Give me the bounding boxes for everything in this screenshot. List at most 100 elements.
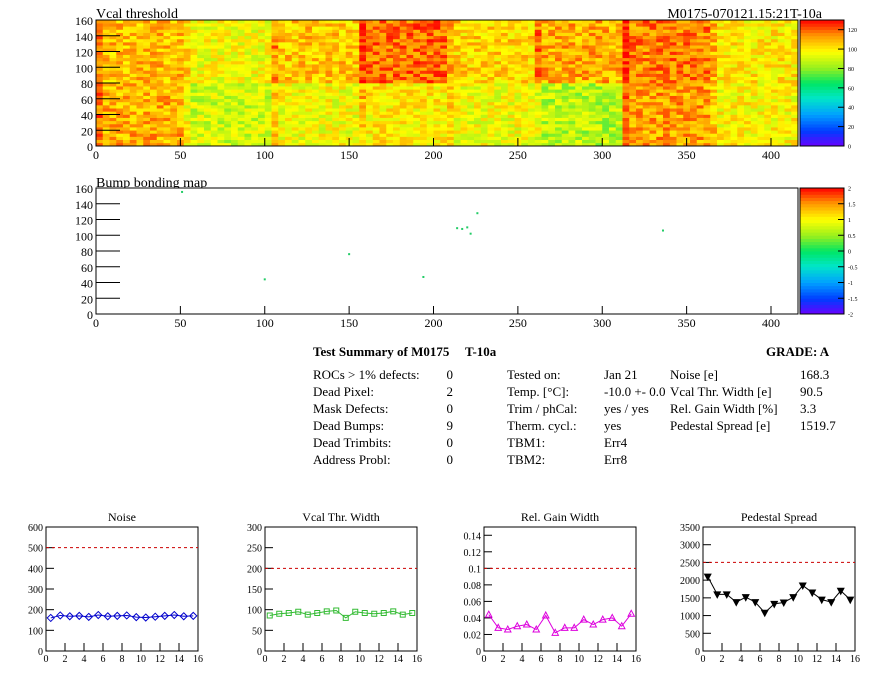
heatmap-cell [642,101,650,106]
heatmap-cell [703,120,711,125]
heatmap-cell [487,136,495,140]
heatmap-cell [156,32,164,37]
heatmap-cell [318,120,326,125]
heatmap-cell [170,26,178,30]
heatmap-cell [575,117,583,122]
colorbar-cell [800,114,844,119]
heatmap-cell [447,123,455,128]
heatmap-cell [102,111,110,115]
heatmap-cell [548,57,556,62]
heatmap-cell [710,98,718,103]
heatmap-cell [258,92,266,96]
heatmap-cell [332,26,340,30]
heatmap-cell [723,42,731,46]
heatmap-cell [791,139,799,144]
heatmap-cell [764,32,772,37]
heatmap-cell [501,127,509,131]
heatmap-cell [298,38,306,43]
heatmap-cell [116,38,124,43]
heatmap-cell [224,98,232,103]
heatmap-cell [703,42,711,46]
heatmap-cell [359,70,367,74]
colorbar-cell [800,20,844,24]
heatmap-cell [285,51,293,55]
heatmap-cell [609,42,617,46]
heatmap-cell [757,123,765,128]
heatmap-cell [359,57,367,62]
colorbar-cell [800,257,844,261]
heatmap-cell [102,51,110,55]
heatmap-cell [210,89,218,93]
heatmap-cell [447,38,455,43]
heatmap-cell [663,133,671,137]
heatmap-cell [514,117,522,122]
heatmap-cell [217,123,225,128]
heatmap-cell [663,67,671,71]
heatmap-cell [237,86,245,90]
heatmap-cell [116,105,124,109]
heatmap-cell [217,76,225,81]
heatmap-cell [696,114,704,118]
heatmap-cell [406,45,414,49]
heatmap-cell [588,83,596,87]
heatmap-cell [447,92,455,96]
heatmap-cell [366,142,374,147]
heatmap-cell [224,120,232,125]
heatmap-cell [291,123,299,128]
heatmap-cell [501,57,509,62]
heatmap-cell [393,98,401,103]
heatmap-cell [548,105,556,109]
heatmap-cell [575,45,583,49]
heatmap-cell [143,67,151,71]
heatmap-cell [163,70,171,74]
heatmap-cell [345,48,353,52]
heatmap-cell [453,57,461,62]
heatmap-cell [318,29,326,33]
data-point [532,624,541,633]
heatmap-cell [696,29,704,33]
heatmap-cell [609,83,617,87]
heatmap-cell [480,26,488,30]
data-point [484,610,493,618]
heatmap-cell [487,54,495,59]
heatmap-cell [136,111,144,115]
heatmap-cell [582,139,590,144]
heatmap-cell [258,57,266,62]
heatmap-cell [399,114,407,118]
heatmap-cell [669,133,677,137]
heatmap-cell [291,89,299,93]
heatmap-cell [123,136,131,140]
heatmap-cell [332,133,340,137]
heatmap-cell [217,92,225,96]
heatmap-cell [467,67,475,71]
heatmap-cell [474,79,482,84]
heatmap-cell [264,111,272,115]
heatmap-cell [595,51,603,55]
heatmap-cell [102,120,110,125]
heatmap-cell [278,127,286,131]
heatmap-cell [501,142,509,147]
heatmap-cell [278,51,286,55]
heatmap-cell [258,83,266,87]
colorbar-cell [800,197,844,202]
heatmap-cell [487,130,495,134]
x-tick-label: 12 [593,654,603,665]
heatmap-cell [447,64,455,68]
heatmap-cell [406,98,414,103]
heatmap-cell [433,79,441,84]
heatmap-cell [507,60,515,65]
heatmap-cell [271,142,279,147]
heatmap-cell [656,108,664,112]
heatmap-cell [399,108,407,112]
heatmap-cell [777,29,785,33]
heatmap-cell [156,98,164,103]
heatmap-cell [467,32,475,37]
heatmap-cell [197,29,205,33]
heatmap-cell [447,70,455,74]
heatmap-cell [305,108,313,112]
colorbar-cell [800,279,844,283]
heatmap-cell [710,95,718,100]
heatmap-cell [440,111,448,115]
heatmap-cell [541,92,549,96]
heatmap-cell [372,57,380,62]
